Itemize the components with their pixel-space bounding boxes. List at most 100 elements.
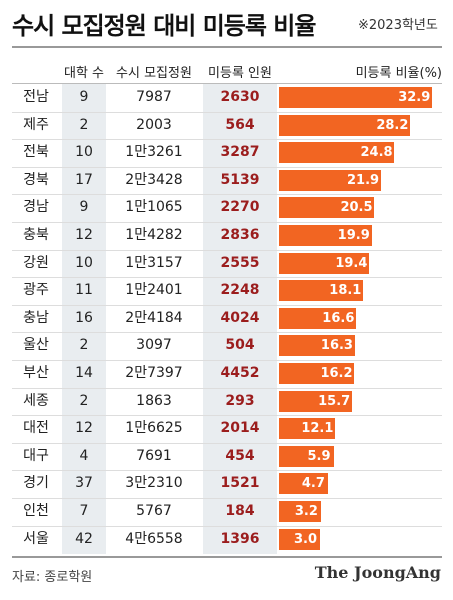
region-label: 경북: [23, 171, 49, 188]
ratio-value-label: 5.9: [304, 445, 334, 467]
recruitment-quota: 1만3261: [125, 144, 183, 161]
unregistered-count: 2555: [220, 254, 260, 271]
ratio-value-label: 21.9: [346, 172, 380, 188]
header-rule: [12, 83, 442, 84]
unregistered-count: 504: [225, 337, 255, 354]
row-divider: [12, 415, 442, 417]
university-count: 37: [75, 475, 93, 492]
recruitment-quota: 2만3428: [125, 171, 183, 188]
university-count: 9: [79, 199, 89, 216]
row-divider: [12, 111, 442, 113]
unregistered-count: 2248: [220, 282, 260, 299]
row-divider: [12, 277, 442, 279]
region-label: 전북: [23, 144, 49, 161]
table-row: 인천 7 5767 184 3.2: [0, 498, 453, 525]
unregistered-count: 5139: [220, 171, 260, 188]
region-label: 경남: [23, 199, 49, 216]
region-label: 서울: [23, 530, 49, 547]
header-recruitment: 수시 모집정원: [116, 66, 192, 81]
table-row: 강원 10 1만3157 2555 19.4: [0, 250, 453, 277]
row-divider: [12, 249, 442, 251]
row-divider: [12, 222, 442, 223]
unregistered-count: 2014: [220, 420, 260, 437]
ratio-value-label: 18.1: [329, 283, 362, 299]
chart-title: 수시 모집정원 대비 미등록 비율: [12, 12, 316, 40]
table-row: 경북 17 2만3428 5139 21.9: [0, 167, 453, 194]
ratio-bar: [279, 307, 357, 329]
ratio-value-label: 16.6: [322, 310, 355, 326]
ratio-bar: [279, 390, 353, 412]
university-count: 42: [75, 530, 93, 547]
recruitment-quota: 2003: [136, 116, 172, 133]
unregistered-count: 4452: [220, 365, 260, 381]
unregistered-count: 1396: [220, 530, 260, 547]
ratio-bar: [279, 280, 364, 302]
university-count: 2: [79, 392, 89, 409]
ratio-bar: [279, 445, 307, 467]
recruitment-quota: 5767: [136, 503, 172, 519]
ratio-value-label: 24.8: [360, 145, 393, 161]
recruitment-quota: 3만2310: [125, 475, 183, 492]
recruitment-quota: 2만4184: [125, 309, 183, 326]
university-count: 14: [75, 365, 93, 381]
table-row: 전남 9 7987 2630 32.9: [0, 84, 453, 111]
region-label: 충남: [23, 309, 49, 326]
ratio-bar: [279, 252, 370, 274]
region-label: 인천: [23, 503, 49, 519]
recruitment-quota: 7691: [136, 447, 172, 464]
bottom-rule: [12, 556, 442, 558]
ratio-bar: [279, 114, 411, 136]
recruitment-quota: 1만3157: [125, 254, 183, 271]
ratio-value-label: 3.2: [291, 501, 321, 522]
shaded-column-unregistered: [203, 84, 277, 554]
unregistered-count: 293: [225, 392, 255, 409]
ratio-value-label: 15.7: [318, 393, 351, 409]
university-count: 11: [75, 282, 93, 299]
region-label: 충북: [23, 227, 49, 243]
ratio-bar: [279, 225, 372, 246]
region-label: 경기: [23, 475, 49, 492]
ratio-value-label: 19.9: [337, 228, 370, 243]
ratio-bar: [279, 335, 355, 357]
recruitment-quota: 2만7397: [125, 365, 183, 381]
ratio-bar: [279, 363, 355, 384]
row-divider: [12, 498, 442, 499]
recruitment-quota: 3097: [136, 337, 172, 354]
region-label: 대전: [23, 420, 49, 437]
university-count: 2: [79, 116, 89, 133]
recruitment-quota: 7987: [136, 89, 172, 105]
header-unregistered: 미등록 인원: [208, 66, 272, 81]
ratio-bar: [279, 197, 375, 219]
recruitment-quota: 4만6558: [125, 530, 183, 547]
row-divider: [12, 360, 442, 361]
ratio-value-label: 3.0: [290, 528, 320, 550]
table-row: 울산 2 3097 504 16.3: [0, 332, 453, 359]
university-count: 17: [75, 171, 93, 188]
ratio-bar: [279, 501, 294, 522]
region-label: 부산: [23, 365, 49, 381]
row-divider: [12, 304, 442, 306]
table-row: 충북 12 1만4282 2836 19.9: [0, 222, 453, 249]
row-divider: [12, 387, 442, 389]
university-count: 9: [79, 89, 89, 105]
university-count: 7: [79, 503, 89, 519]
university-count: 4: [79, 447, 89, 464]
university-count: 12: [75, 227, 93, 243]
ratio-bar: [279, 418, 336, 440]
ratio-value-label: 16.2: [320, 366, 353, 381]
ratio-bar: [279, 87, 433, 108]
source-note: 자료: 종로학원: [12, 570, 93, 585]
university-count: 12: [75, 420, 93, 437]
table-row: 서울 42 4만6558 1396 3.0: [0, 526, 453, 553]
table-row: 충남 16 2만4184 4024 16.6: [0, 305, 453, 332]
row-divider: [12, 166, 442, 168]
table-row: 전북 10 1만3261 3287 24.8: [0, 139, 453, 166]
ratio-bar: [279, 142, 395, 164]
region-label: 대구: [23, 447, 49, 464]
unregistered-count: 2630: [220, 89, 260, 105]
recruitment-quota: 1863: [136, 392, 172, 409]
ratio-value-label: 12.1: [301, 421, 334, 437]
recruitment-quota: 1만1065: [125, 199, 183, 216]
table-row: 제주 2 2003 564 28.2: [0, 112, 453, 139]
